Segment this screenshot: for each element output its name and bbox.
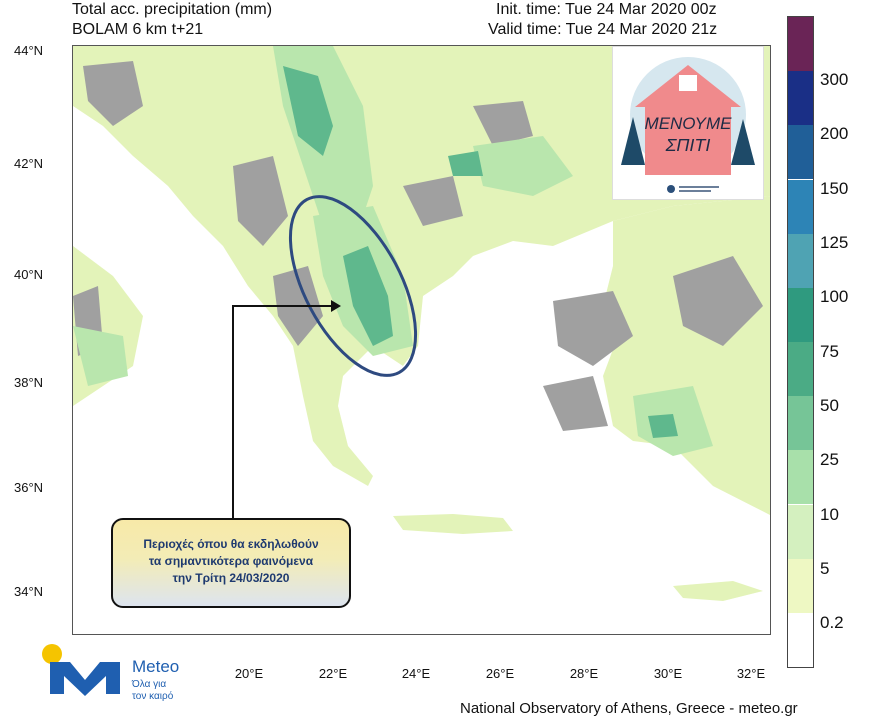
land-balkans [73,46,770,486]
colorbar-label: 75 [820,342,839,361]
precip-mid [473,136,573,196]
lon-label: 24°E [401,666,431,681]
colorbar-segment [788,342,813,397]
stay-home-graphic: ΜΕΝΟΥΜΕ ΣΠΙΤΙ [621,57,755,193]
colorbar-segment [788,450,813,505]
highlight-ellipse [288,195,418,377]
land-turkey [603,196,770,515]
callout-box: Περιοχές όπου θα εκδηλωθούν τα σημαντικό… [111,518,351,608]
meteo-m-icon [50,662,120,696]
logo-slogan-line2: ΣΠΙΤΙ [665,135,711,155]
lon-label: 22°E [318,666,348,681]
precip-heavy [343,246,393,346]
lat-label: 36°N [14,480,44,495]
lon-label: 30°E [653,666,683,681]
precip-heavy [648,414,678,438]
lon-label: 20°E [234,666,264,681]
lon-label: 32°E [736,666,766,681]
dry-area [673,256,763,346]
ministry-seal-icon [667,185,675,193]
precip-colorbar [787,16,814,668]
colorbar-segment [788,179,813,234]
colorbar-segment [788,287,813,342]
colorbar-segment [788,71,813,126]
colorbar-segment [788,558,813,613]
dry-area [403,176,463,226]
colorbar-label: 125 [820,233,849,252]
meteo-logo-graphic: Meteo Όλα για τον καιρό [42,644,179,702]
colorbar-label: 100 [820,287,849,306]
land-crete [393,514,513,534]
lat-label: 38°N [14,375,44,390]
map-canvas [73,46,770,601]
lon-label: 28°E [569,666,599,681]
colorbar-label: 50 [820,396,839,415]
colorbar-segment [788,612,813,667]
sun-icon [42,644,62,664]
colorbar-label: 300 [820,70,849,89]
aegean-sea [403,316,543,446]
callout-arrowhead [331,300,341,312]
colorbar-label: 150 [820,179,849,198]
meteo-logo: Meteo Όλα για τον καιρό [40,644,200,704]
brand-name: Meteo [132,657,179,676]
valid-time: Valid time: Tue 24 Mar 2020 21z [488,21,718,38]
colorbar-segment [788,504,813,559]
colorbar-segment [788,396,813,451]
precip-heavy [448,151,483,176]
dry-area [473,101,533,146]
dry-area [543,376,608,431]
lon-label: 26°E [485,666,515,681]
credits: National Observatory of Athens, Greece -… [460,700,798,717]
colorbar-label: 0.2 [820,613,844,632]
brand-tagline2: τον καιρό [132,690,174,702]
lat-label: 44°N [14,43,44,58]
brand-tagline1: Όλα για [131,679,166,690]
land-cyprus [673,581,763,601]
callout-pointer [232,305,331,519]
lat-label: 40°N [14,267,44,282]
colorbar-segment [788,233,813,288]
precip-heavy [283,66,333,156]
tree-icon [621,117,645,165]
init-time: Init. time: Tue 24 Mar 2020 00z [496,1,717,18]
colorbar-segment [788,17,813,72]
callout-line3: την Τρίτη 24/03/2020 [172,571,290,585]
callout-line2: τα σημαντικότερα φαινόμενα [148,554,314,568]
model-label: BOLAM 6 km t+21 [72,21,204,38]
stay-home-logo: ΜΕΝΟΥΜΕ ΣΠΙΤΙ [612,46,764,200]
dry-area [553,291,633,366]
lat-label: 42°N [14,156,44,171]
colorbar-label: 200 [820,124,849,143]
colorbar-label: 5 [820,559,830,578]
lat-label: 34°N [14,584,44,599]
colorbar-label: 25 [820,450,839,469]
dry-area [83,61,143,126]
colorbar-label: 10 [820,505,839,524]
colorbar-segment [788,125,813,180]
dry-area [233,156,288,246]
logo-slogan-line1: ΜΕΝΟΥΜΕ [645,114,733,133]
precip-mid [73,326,128,386]
map-title: Total acc. precipitation (mm) [72,1,273,18]
tree-icon [731,119,755,165]
callout-line1: Περιοχές όπου θα εκδηλωθούν [143,537,319,551]
